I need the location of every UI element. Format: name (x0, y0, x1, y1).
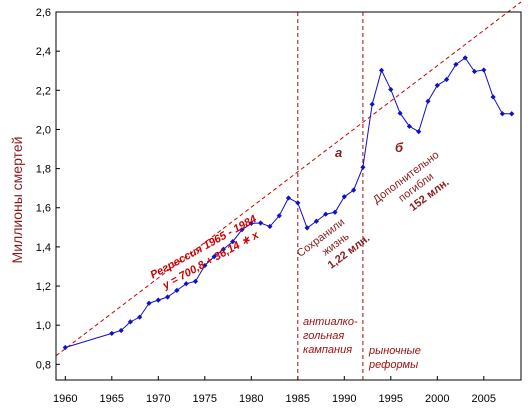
data-point (425, 98, 431, 104)
data-point (230, 239, 236, 245)
data-point (351, 187, 357, 193)
data-point (155, 297, 161, 303)
y-tick-label: 2,2 (36, 85, 51, 97)
data-point (509, 111, 515, 117)
data-point (481, 67, 487, 73)
data-point (490, 94, 496, 100)
reforms-line1: рыночные (368, 345, 421, 357)
x-tick-label: 1995 (379, 393, 403, 405)
data-point (276, 213, 282, 219)
y-tick-label: 2,0 (36, 124, 51, 136)
x-tick-label: 1970 (146, 393, 170, 405)
data-point (183, 281, 189, 287)
data-point (462, 55, 468, 61)
data-point (192, 278, 199, 284)
x-tick-label: 1975 (193, 393, 217, 405)
letter-b: б (395, 140, 404, 155)
data-point (202, 262, 208, 269)
data-point (360, 164, 366, 170)
data-point (444, 76, 450, 83)
series-line (65, 57, 512, 348)
data-point (332, 209, 338, 215)
x-tick-label: 2000 (425, 393, 449, 405)
data-point (220, 246, 226, 252)
data-point (313, 218, 319, 224)
x-tick-label: 1985 (286, 393, 310, 405)
data-point (453, 61, 459, 68)
data-point (416, 129, 422, 135)
data-point (248, 220, 254, 227)
data-point (397, 110, 403, 116)
data-point (137, 314, 143, 320)
campaign-line1: антиалко- (303, 316, 358, 328)
data-point (406, 123, 412, 129)
y-tick-label: 2,4 (36, 46, 51, 58)
x-tick-label: 1960 (53, 393, 77, 405)
y-axis-label: Миллионы смертей (9, 137, 25, 264)
data-point (323, 211, 329, 217)
data-point (174, 287, 180, 293)
data-point (295, 200, 301, 206)
x-tick-label: 1965 (100, 393, 124, 405)
data-point (118, 327, 124, 334)
data-point (146, 300, 152, 306)
plot-frame (55, 11, 522, 381)
data-point (304, 225, 310, 231)
y-tick-label: 2,6 (36, 7, 51, 19)
data-point (127, 319, 133, 325)
y-tick-label: 1,2 (36, 281, 51, 293)
data-point (109, 330, 115, 337)
letter-a: а (335, 145, 342, 160)
y-tick-label: 0,8 (36, 359, 51, 371)
y-tick-label: 1,6 (36, 203, 51, 215)
campaign-line2: гольная (303, 330, 344, 342)
data-point (62, 344, 68, 351)
x-tick-label: 1990 (332, 393, 356, 405)
x-tick-label: 2005 (472, 393, 496, 405)
data-point (434, 82, 440, 89)
data-point (211, 254, 217, 260)
reforms-line2: реформы (368, 359, 418, 371)
data-point (388, 86, 394, 93)
data-point (341, 194, 347, 200)
data-point (378, 67, 385, 73)
data-point (239, 227, 245, 233)
data-point (165, 294, 171, 300)
data-point (285, 195, 292, 201)
data-point (471, 68, 478, 75)
regression-line (55, 1, 522, 357)
data-point (499, 111, 505, 117)
campaign-line3: кампания (303, 344, 352, 356)
data-point (258, 220, 264, 226)
x-tick-label: 1980 (239, 393, 263, 405)
data-point (369, 101, 375, 107)
y-tick-label: 1,0 (36, 320, 51, 332)
data-point (267, 223, 273, 230)
y-tick-label: 1,4 (36, 242, 51, 254)
y-tick-label: 1,8 (36, 164, 51, 176)
